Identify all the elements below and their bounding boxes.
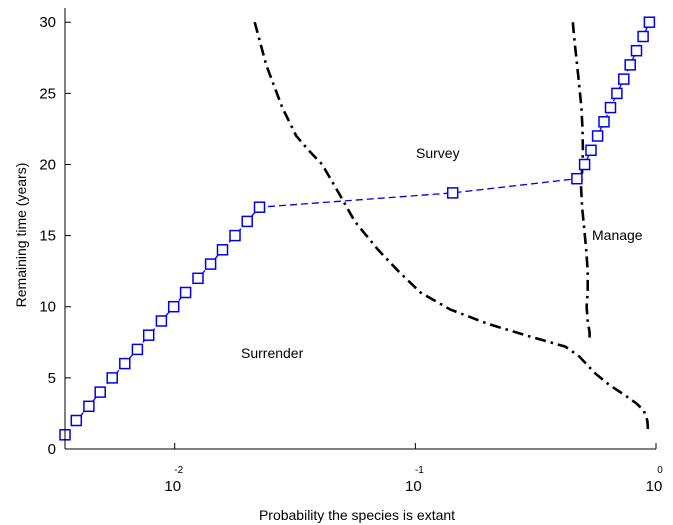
data-point [625, 60, 635, 70]
chart-ticks: 0 5 10 15 20 25 30 10 -2 10 -1 10 0 [39, 14, 663, 495]
data-point [95, 387, 105, 397]
chart-lines-layer [65, 22, 649, 435]
data-point [599, 117, 609, 127]
data-point [580, 160, 590, 170]
data-point [206, 259, 216, 269]
region-label-surrender: Surrender [241, 345, 304, 361]
data-point [572, 174, 582, 184]
data-point [638, 32, 648, 42]
data-point [448, 188, 458, 198]
region-label-manage: Manage [592, 227, 643, 243]
y-tick-label: 10 [39, 299, 56, 316]
data-point [632, 46, 642, 56]
data-point [107, 373, 117, 383]
x-axis-title: Probability the species is extant [259, 507, 455, 523]
data-point [218, 245, 228, 255]
data-point [612, 88, 622, 98]
data-point [193, 273, 203, 283]
data-point [619, 74, 629, 84]
data-point [230, 231, 240, 241]
data-point [169, 302, 179, 312]
y-tick-label: 25 [39, 85, 56, 102]
region-label-survey: Survey [416, 145, 460, 161]
x-tick-label-exponent: -1 [415, 465, 424, 476]
data-point [132, 344, 142, 354]
chart-markers-layer [60, 17, 654, 440]
x-tick-label-exponent: 0 [657, 465, 663, 476]
data-point [84, 401, 94, 411]
data-point [606, 103, 616, 113]
data-point [181, 288, 191, 298]
x-tick-label-base: 10 [405, 478, 422, 495]
y-axis-title: Remaining time (years) [13, 163, 29, 308]
y-tick-label: 20 [39, 156, 56, 173]
y-tick-label: 0 [48, 441, 56, 458]
data-point [71, 416, 81, 426]
y-tick-label: 30 [39, 14, 56, 31]
chart-axes [65, 8, 656, 449]
data-point [120, 359, 130, 369]
y-tick-label: 15 [39, 228, 56, 245]
data-point [156, 316, 166, 326]
series-line-1 [255, 22, 648, 433]
x-tick-label-exponent: -2 [174, 465, 183, 476]
x-tick-label-base: 10 [164, 478, 181, 495]
y-tick-label: 5 [48, 370, 56, 387]
data-point [586, 145, 596, 155]
data-point [644, 17, 654, 27]
data-point [255, 202, 265, 212]
data-point [593, 131, 603, 141]
data-point [144, 330, 154, 340]
data-point [242, 216, 252, 226]
series-line-0 [65, 22, 649, 435]
x-tick-label-base: 10 [646, 478, 663, 495]
